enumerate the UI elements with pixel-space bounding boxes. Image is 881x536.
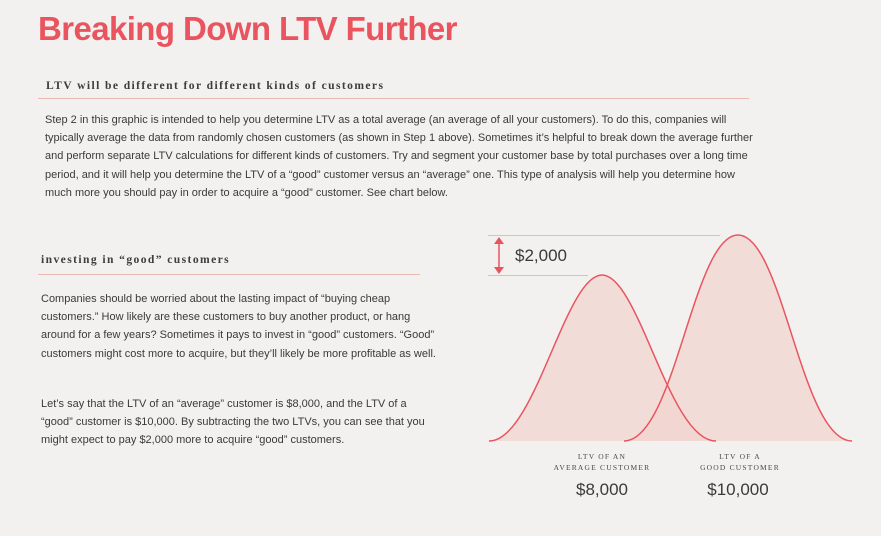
good-curve-fill [624, 235, 852, 441]
average-customer-caption-line2: average customer [553, 463, 651, 472]
section-body-investing-1: Companies should be worried about the la… [41, 293, 436, 360]
ltv-difference-label: $2,000 [515, 246, 567, 265]
section-divider [38, 98, 749, 99]
good-customer-caption-line2: good customer [700, 463, 780, 472]
average-curve-fill [489, 275, 716, 441]
average-customer-curve [488, 274, 717, 442]
good-customer-curve [623, 234, 853, 442]
section-body-investing-2: Let’s say that the LTV of an “average” c… [41, 398, 425, 447]
average-customer-ltv-value: $8,000 [576, 480, 628, 499]
difference-arrow-icon [494, 237, 504, 274]
section-heading-investing-good-customers: investing in “good” customers [41, 253, 231, 266]
section-divider [38, 274, 420, 275]
section-heading-ltv-different: LTV will be different for different kind… [46, 79, 385, 92]
section-body-ltv-different: Step 2 in this graphic is intended to he… [45, 114, 753, 199]
good-customer-ltv-value: $10,000 [707, 480, 769, 499]
average-customer-caption: LTV of an average customer [542, 451, 662, 473]
good-customer-caption: LTV of a good customer [680, 451, 800, 473]
page-title: Breaking Down LTV Further [38, 10, 458, 47]
average-customer-caption-line1: LTV of an [577, 452, 627, 461]
good-customer-caption-line1: LTV of a [719, 452, 761, 461]
